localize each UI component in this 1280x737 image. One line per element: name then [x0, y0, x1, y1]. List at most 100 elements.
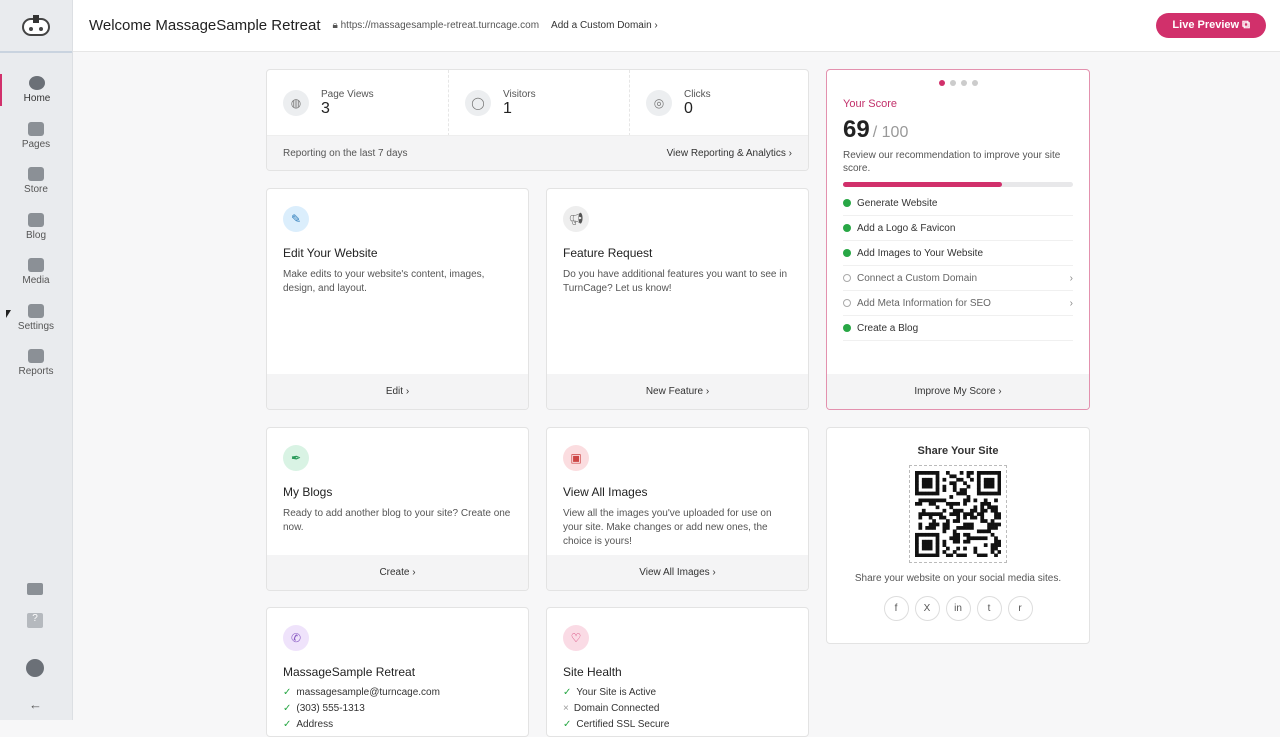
score-item-text: Generate Website [857, 197, 938, 209]
card-action-button[interactable]: Create › [267, 555, 528, 590]
card-action-button[interactable]: Edit › [267, 374, 528, 409]
social-share-button[interactable]: X [914, 596, 940, 621]
social-share-button[interactable]: t [976, 596, 1002, 621]
click-icon: ◎ [646, 90, 672, 116]
health-text: Certified SSL Secure [576, 719, 670, 730]
site-url[interactable]: 🔒︎ https://massagesample-retreat.turncag… [332, 20, 540, 31]
check-circle-icon [843, 249, 851, 257]
qr-code-image [915, 471, 1002, 558]
card-action-button[interactable]: View All Images › [547, 555, 808, 590]
view-reporting-label: View Reporting & Analytics [666, 147, 786, 159]
improve-score-label: Improve My Score [914, 386, 996, 397]
sidebar-item-blog[interactable]: Blog [0, 211, 72, 243]
score-progress-fill [843, 182, 1002, 187]
score-item-text: Add Meta Information for SEO [857, 297, 991, 309]
stat-value: 0 [684, 99, 693, 117]
score-item[interactable]: Add Meta Information for SEO › [843, 291, 1073, 316]
score-item: Create a Blog [843, 316, 1073, 341]
logo[interactable] [0, 0, 72, 53]
check-circle-icon [843, 199, 851, 207]
pending-circle-icon [843, 299, 851, 307]
score-item: Add Images to Your Website [843, 241, 1073, 266]
stats-card: ◍ Page Views 3 ◯ Visitors 1 ◎ Clicks 0 Reporting… [266, 69, 809, 171]
header: Welcome MassageSample Retreat 🔒︎ https:/… [73, 0, 1280, 52]
store-icon [28, 167, 44, 181]
heart-icon: ♡ [563, 625, 589, 651]
image-icon [28, 258, 44, 272]
avatar[interactable] [26, 659, 44, 677]
share-desc: Share your website on your social media … [854, 573, 1062, 584]
score-desc: Review our recommendation to improve you… [843, 150, 1061, 174]
add-custom-domain-link[interactable]: Add a Custom Domain › [551, 20, 658, 31]
sidebar-item-media[interactable]: Media [0, 256, 72, 288]
action-card: ✎ Edit Your Website Make edits to your web… [266, 188, 529, 410]
score-item-text: Create a Blog [857, 322, 919, 334]
stat-label: Visitors [503, 88, 536, 100]
site-health-card: ♡ Site Health ✓ Your Site is Active × Domai… [546, 607, 809, 737]
bar-chart-icon [28, 349, 44, 363]
sidebar-item-label: Blog [25, 229, 46, 241]
sidebar-item-home[interactable]: Home [0, 74, 72, 106]
chevron-right-icon: › [1069, 272, 1073, 284]
gauge-icon [29, 76, 45, 90]
stat-label: Clicks [684, 88, 711, 100]
social-share-button[interactable]: f [883, 596, 909, 621]
improve-score-button[interactable]: Improve My Score › [827, 374, 1089, 409]
card-title: View All Images [563, 485, 648, 499]
score-item: Add a Logo & Favicon [843, 216, 1073, 241]
sidebar-item-reports[interactable]: Reports [0, 347, 72, 379]
health-item: ✓ Your Site is Active [563, 687, 792, 703]
share-card: Share Your Site Share your website on yo… [826, 427, 1090, 644]
sidebar-item-label: Reports [18, 366, 54, 377]
sidebar-item-label: Settings [17, 320, 55, 332]
custom-domain-label: Add a Custom Domain [551, 20, 652, 31]
card-desc: View all the images you've uploaded for … [563, 508, 772, 547]
card-action-label: New Feature [645, 386, 704, 397]
share-title: Share Your Site [917, 445, 999, 457]
social-share-button[interactable]: r [1007, 596, 1033, 621]
live-preview-button[interactable]: Live Preview ⧉ [1156, 13, 1266, 38]
social-share-button[interactable]: in [945, 596, 971, 621]
contact-item: ✓ (303) 555-1313 [283, 703, 512, 719]
pencil-icon [28, 212, 44, 227]
stat-value: 3 [321, 99, 330, 117]
check-icon: ✓ [283, 687, 292, 698]
help-icon[interactable]: ? [27, 613, 43, 628]
feather-icon: ✒ [283, 445, 309, 471]
image-icon: ▣ [563, 445, 589, 471]
contact-text: (303) 555-1313 [296, 703, 365, 714]
x-icon: × [563, 703, 569, 714]
carousel-dot[interactable] [971, 80, 978, 86]
card-desc: Make edits to your website's content, im… [283, 269, 485, 294]
score-item[interactable]: Connect a Custom Domain › [843, 266, 1073, 291]
view-reporting-link[interactable]: View Reporting & Analytics › [666, 147, 792, 159]
card-action-button[interactable]: New Feature › [547, 374, 808, 409]
sidebar-item-store[interactable]: Store [0, 165, 72, 197]
card-desc: Do you have additional features you want… [563, 269, 788, 294]
carousel-dot[interactable] [938, 80, 945, 86]
card-action-label: Edit [385, 386, 404, 397]
carousel-dot[interactable] [960, 80, 967, 86]
carousel-dots[interactable] [843, 80, 1073, 86]
score-item: Generate Website [843, 191, 1073, 216]
check-circle-icon [843, 224, 851, 232]
card-action-label: View All Images [639, 567, 710, 578]
health-item: ✓ Certified SSL Secure [563, 719, 792, 735]
sidebar-item-settings[interactable]: Settings [0, 302, 72, 334]
collapse-arrow-icon[interactable]: ← [29, 697, 42, 712]
contact-item: ✓ Address [283, 719, 512, 735]
sidebar-item-label: Store [24, 184, 48, 195]
pending-circle-icon [843, 274, 851, 282]
check-circle-icon [843, 324, 851, 332]
score-max: / 100 [872, 124, 909, 141]
sidebar-item-label: Home [23, 93, 51, 104]
action-card: ✒ My Blogs Ready to add another blog to yo… [266, 427, 529, 591]
carousel-dot[interactable] [949, 80, 956, 86]
card-desc: Ready to add another blog to your site? … [283, 508, 511, 533]
contact-card: ✆ MassageSample Retreat ✓ massagesample@t… [266, 607, 529, 737]
sidebar-item-pages[interactable]: Pages [0, 120, 72, 152]
sliders-icon [28, 303, 44, 318]
store-bottom-icon[interactable] [27, 583, 43, 595]
reporting-note: Reporting on the last 7 days [283, 147, 408, 159]
check-icon: ✓ [563, 719, 572, 730]
